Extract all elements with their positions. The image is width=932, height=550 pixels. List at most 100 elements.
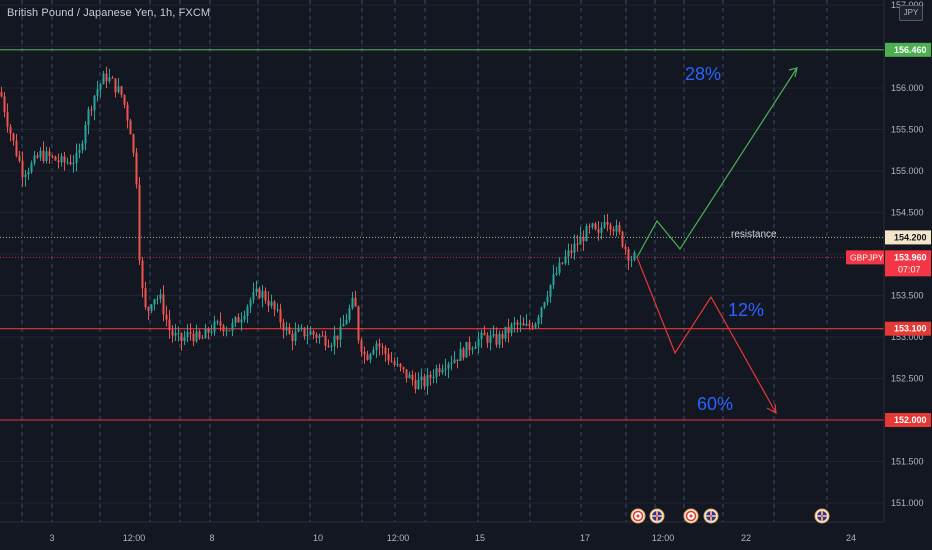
candle-body <box>204 328 207 339</box>
candle <box>516 319 519 333</box>
candle <box>237 313 240 323</box>
candle <box>597 221 600 241</box>
candle-body <box>300 327 303 329</box>
candle-body <box>207 328 210 333</box>
candle-body <box>411 374 414 381</box>
candle-body <box>579 236 582 245</box>
candle <box>93 94 96 121</box>
candle <box>369 352 372 364</box>
candle-body <box>303 327 306 337</box>
candle <box>471 346 474 355</box>
candle <box>561 262 564 265</box>
candle <box>336 335 339 349</box>
candle-body <box>105 73 108 82</box>
candle <box>216 319 219 326</box>
candle-body <box>444 368 447 370</box>
candle-body <box>18 155 21 161</box>
bull-probability-label: 28% <box>685 64 721 84</box>
news-event-icon[interactable] <box>630 508 646 524</box>
candle <box>579 226 582 245</box>
candle <box>249 297 252 313</box>
currency-badge[interactable]: JPY <box>899 5 923 21</box>
candle-body <box>501 333 504 339</box>
candle <box>135 147 138 189</box>
candle-body <box>483 332 486 336</box>
candle <box>0 86 3 98</box>
bullish-projection-path[interactable] <box>636 67 798 258</box>
candle <box>279 303 282 329</box>
candle <box>267 291 270 313</box>
candle <box>9 123 12 142</box>
candle-body <box>180 332 183 342</box>
candle <box>96 80 99 102</box>
candle <box>24 170 27 187</box>
candle-body <box>495 334 498 345</box>
candle <box>171 325 174 343</box>
candle <box>66 157 69 165</box>
candle-body <box>285 327 288 331</box>
level-152000-price-tag <box>885 413 931 427</box>
candle-body <box>366 354 369 360</box>
news-event-icon[interactable] <box>683 508 699 524</box>
candle-body <box>534 323 537 328</box>
candle <box>357 305 360 344</box>
candle-body <box>375 343 378 350</box>
candle-body <box>360 340 363 352</box>
candle <box>150 303 153 314</box>
candle-body <box>633 252 636 260</box>
candle <box>354 290 357 307</box>
price-tick-label: 152.500 <box>891 374 924 384</box>
candle-body <box>258 288 261 298</box>
candle-body <box>387 354 390 361</box>
candle <box>390 351 393 363</box>
candle <box>522 317 525 326</box>
candle-body <box>480 332 483 340</box>
candle <box>513 317 516 333</box>
candle-body <box>57 160 60 163</box>
candle-body <box>567 250 570 257</box>
uk-flag-icon[interactable] <box>814 508 830 524</box>
candle <box>492 325 495 338</box>
candle <box>444 358 447 377</box>
candle-body <box>582 236 585 242</box>
candle-body <box>363 351 366 355</box>
candle <box>54 155 57 161</box>
level-154200-price-label: 154.200 <box>894 232 927 242</box>
level-153100-price-label: 153.100 <box>894 324 927 334</box>
candle <box>567 243 570 266</box>
candle-body <box>174 333 177 336</box>
candle <box>198 329 201 340</box>
candle <box>177 326 180 342</box>
horizontal-gridlines <box>0 4 884 504</box>
candle <box>6 103 9 133</box>
candle <box>483 325 486 336</box>
candle-body <box>420 376 423 380</box>
candle <box>312 329 315 340</box>
candlestick-series <box>0 66 636 395</box>
bearish-arrow-icon <box>766 403 777 415</box>
candle-body <box>432 377 435 379</box>
candle <box>507 318 510 343</box>
candle-body <box>90 109 93 111</box>
candle-body <box>399 363 402 368</box>
candle <box>627 246 630 271</box>
candle <box>102 70 105 85</box>
candle-body <box>102 73 105 85</box>
candle <box>330 342 333 352</box>
candle-body <box>15 140 18 156</box>
uk-flag-icon[interactable] <box>703 508 719 524</box>
candle <box>462 346 465 361</box>
candle <box>78 143 81 159</box>
candle <box>183 330 186 346</box>
candle <box>138 176 141 266</box>
bearish-projection-path[interactable] <box>636 257 777 414</box>
candle <box>618 221 621 235</box>
price-tick-label: 155.000 <box>891 166 924 176</box>
candle-body <box>498 333 501 345</box>
candle-body <box>504 326 507 339</box>
candle <box>117 77 120 94</box>
candle-body <box>393 361 396 365</box>
candle-body <box>147 307 150 312</box>
uk-flag-icon[interactable] <box>649 508 665 524</box>
